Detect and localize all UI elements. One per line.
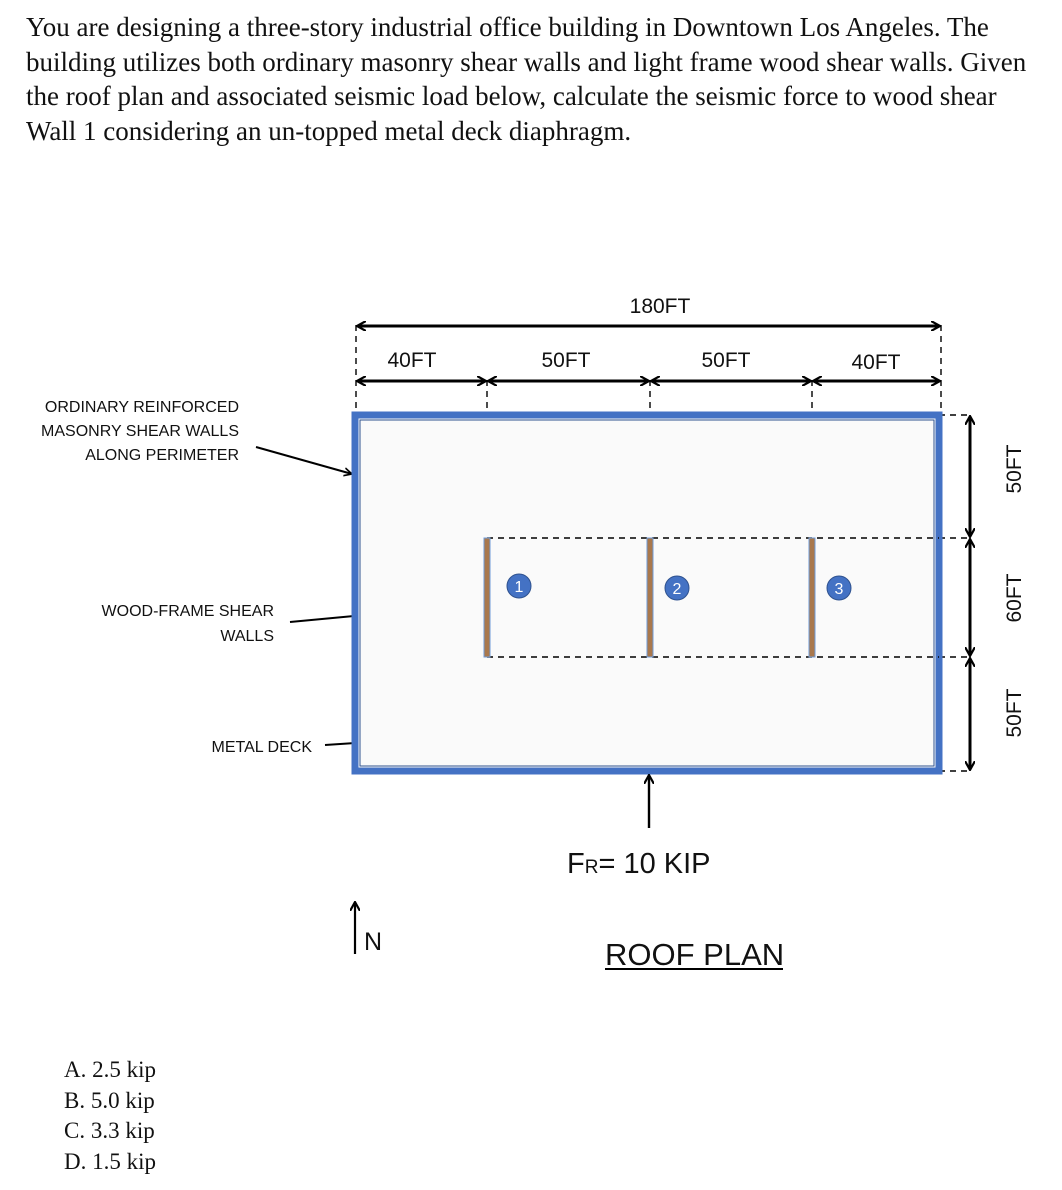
choice-c[interactable]: C. 3.3 kip bbox=[64, 1118, 155, 1143]
wall-2-badge: 2 bbox=[664, 575, 690, 601]
plan-title: ROOF PLAN bbox=[605, 937, 784, 972]
wall-2-number: 2 bbox=[673, 581, 682, 598]
dimension-overall: 180FT bbox=[630, 295, 691, 318]
force-prefix: F bbox=[567, 848, 585, 880]
choice-d[interactable]: D. 1.5 kip bbox=[64, 1148, 156, 1174]
dimension-vertical-2: 60FT bbox=[1003, 573, 1026, 622]
interior-tributary-lines bbox=[487, 537, 939, 658]
dimension-vertical-1: 50FT bbox=[1003, 444, 1026, 493]
masonry-callout-line-3: ALONG PERIMETER bbox=[85, 447, 239, 464]
force-label: FR= 10 KIP bbox=[567, 848, 711, 880]
dimension-bay-1: 40FT bbox=[387, 349, 436, 372]
force-value: = 10 KIP bbox=[598, 848, 710, 880]
wall-3-badge: 3 bbox=[826, 575, 852, 601]
masonry-callout-line-1: ORDINARY REINFORCED bbox=[45, 399, 239, 416]
masonry-callout-line-2: MASONRY SHEAR WALLS bbox=[41, 423, 239, 440]
question-text: You are designing a three-story industri… bbox=[26, 12, 1027, 146]
choice-a[interactable]: A. 2.5 kip bbox=[64, 1057, 156, 1082]
deck-callout: METAL DECK bbox=[212, 739, 313, 756]
choice-b[interactable]: B. 5.0 kip bbox=[64, 1087, 155, 1113]
dimension-bay-4: 40FT bbox=[851, 351, 900, 374]
dimension-bay-2: 50FT bbox=[541, 349, 590, 372]
wood-shear-wall-3 bbox=[808, 537, 816, 658]
wall-1-number: 1 bbox=[515, 579, 524, 596]
wood-shear-wall-2 bbox=[646, 537, 654, 658]
wood-callout-line-1: WOOD-FRAME SHEAR bbox=[102, 603, 274, 620]
wood-callout-line-2: WALLS bbox=[220, 628, 274, 645]
masonry-leader bbox=[255, 446, 352, 474]
dimension-vertical-3: 50FT bbox=[1003, 688, 1026, 737]
dimension-bay-3: 50FT bbox=[701, 349, 750, 372]
wood-shear-wall-1 bbox=[483, 537, 491, 658]
force-subscript: R bbox=[585, 857, 599, 878]
wall-1-badge: 1 bbox=[506, 573, 532, 599]
perimeter-inner-edge bbox=[359, 419, 935, 767]
wall-3-number: 3 bbox=[835, 581, 844, 598]
north-label: N bbox=[364, 928, 382, 956]
answer-choices: A. 2.5 kip B. 5.0 kip C. 3.3 kip D. 1.5 … bbox=[64, 1055, 156, 1177]
